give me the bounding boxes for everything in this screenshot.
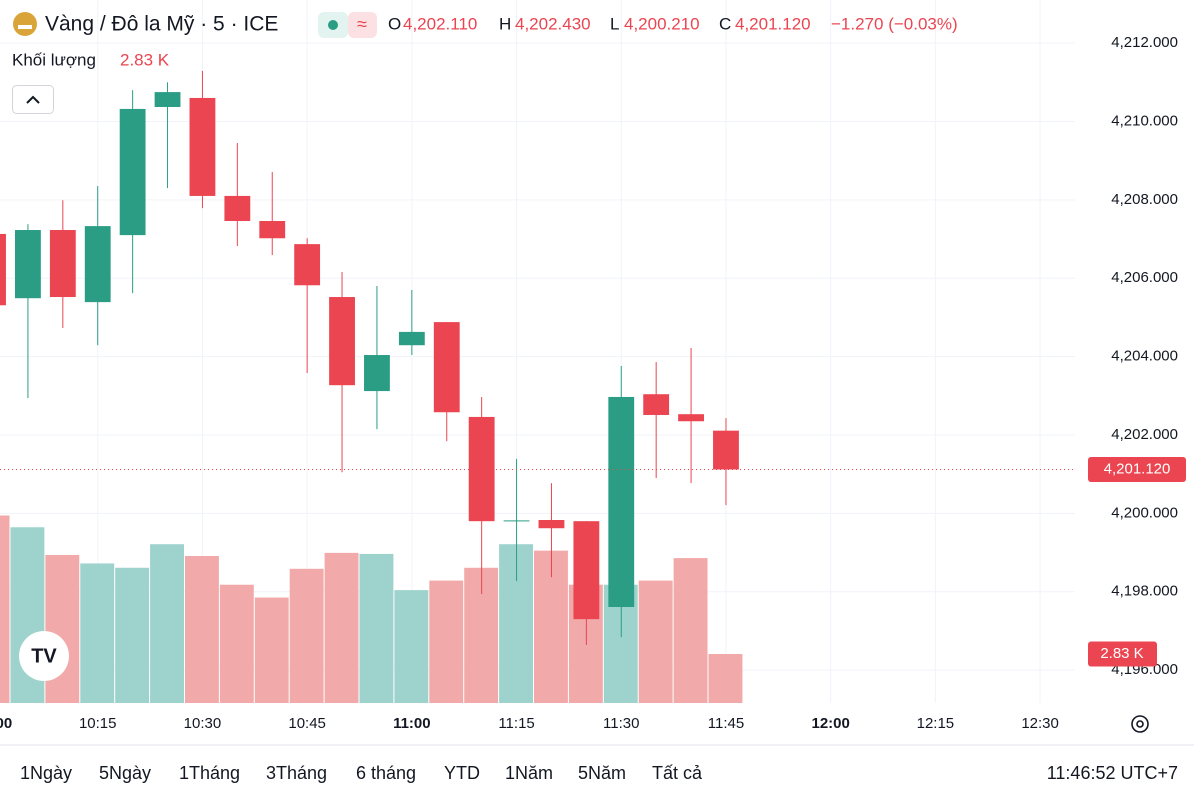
y-tick-label: 4,210.000 [1111,112,1178,129]
y-tick-label: 4,212.000 [1111,34,1178,51]
candle-body [0,233,6,306]
range-button[interactable]: 5Ngày [99,763,151,783]
volume-bar [673,558,708,703]
last-price-tag [1088,456,1186,482]
candle-body [15,230,41,299]
chevron-icon [26,95,40,104]
candle-body [259,221,286,239]
candle-body [503,520,530,522]
symbol-logo-bar [18,25,32,29]
settings-icon[interactable] [1131,715,1149,733]
clock: 11:46:52 UTC+7 [1047,763,1178,783]
candle-body [398,331,425,346]
volume-bar [638,580,673,703]
x-tick-label: 11:45 [708,715,744,732]
x-tick-label: 10:00 [0,715,12,732]
ohlc-value: 4,201.120 [735,14,811,33]
volume-bar [115,567,150,703]
last-price-text: 4,201.120 [1104,460,1171,477]
volume-tag [1088,641,1157,667]
y-tick-label: 4,206.000 [1111,269,1178,286]
symbol-logo [13,12,37,36]
ohlc-value: 4,202.110 [403,14,477,33]
range-button[interactable]: 1Năm [505,763,553,783]
tv-logo[interactable] [19,631,69,681]
volume-bar [429,580,464,703]
x-tick-label: 12:30 [1021,715,1059,732]
y-tick-label: 4,202.000 [1111,426,1178,443]
volume-bar [184,555,219,703]
y-tick-label: 4,208.000 [1111,191,1178,208]
volume-value: 2.83 K [120,50,170,69]
candle-body [608,396,635,607]
range-button[interactable]: 1Tháng [179,763,240,783]
settings-icon-core [1136,720,1144,728]
x-tick-label: 10:30 [184,715,222,732]
ohlc-key: O [388,14,401,33]
delay-badge[interactable] [348,12,377,38]
candle-body [119,108,146,236]
x-tick-label: 11:00 [393,715,431,732]
x-tick-label: 10:15 [79,715,117,732]
volume-tag-text: 2.83 K [1100,645,1143,662]
ohlc-value: 4,202.430 [515,14,591,33]
candle-body [84,226,111,303]
volume-bar [289,568,324,703]
candle-body [468,416,495,522]
ohlc-key: C [719,14,731,33]
candle-body [294,244,321,286]
volume-bar [708,653,743,703]
candle-body [643,394,670,415]
symbol-title: Vàng / Đô la Mỹ · 5 · ICE [45,13,278,36]
y-tick-label: 4,200.000 [1111,504,1178,521]
volume-bar [394,590,429,703]
volume-bar [45,554,80,703]
y-tick-label: 4,198.000 [1111,583,1178,600]
x-tick-label: 11:15 [498,715,534,732]
range-button[interactable]: 5Năm [578,763,626,783]
x-tick-label: 11:30 [603,715,639,732]
ohlc-key: H [499,14,511,33]
range-button[interactable]: 1Ngày [20,763,72,783]
tv-logo-mark: TV [31,645,57,667]
candle-body [538,520,565,529]
candle-body [433,322,460,413]
volume-bar [80,563,115,703]
range-button[interactable]: 3Tháng [266,763,327,783]
range-button[interactable]: Tất cả [652,763,703,783]
volume-bar [324,552,359,703]
x-tick-label: 10:45 [288,715,326,732]
x-tick-label: 12:15 [917,715,955,732]
ohlc-value: 4,200.210 [624,14,700,33]
price-change: −1.270 (−0.03%) [831,14,958,33]
candle-body [224,195,251,222]
volume-bar [0,515,10,703]
volume-bar [359,553,394,703]
market-dot [328,20,338,30]
candle-body [678,414,704,422]
candle-body [713,430,739,470]
candle-body [573,521,600,620]
candle-body [49,230,76,298]
volume-bar [219,584,254,703]
candle-body [154,92,181,107]
delay-icon: ≈ [357,14,367,34]
candle-body [329,297,355,386]
volume-label: Khối lượng [12,50,96,69]
candle-body [364,355,390,392]
range-button[interactable]: 6 tháng [356,763,416,783]
candle-body [189,97,216,196]
y-tick-label: 4,204.000 [1111,348,1178,365]
ohlc-key: L [610,14,619,33]
volume-bar [254,597,289,703]
x-tick-label: 12:00 [811,715,849,732]
volume-bar [150,544,184,703]
collapse-button[interactable] [12,85,54,114]
range-button[interactable]: YTD [444,763,480,783]
